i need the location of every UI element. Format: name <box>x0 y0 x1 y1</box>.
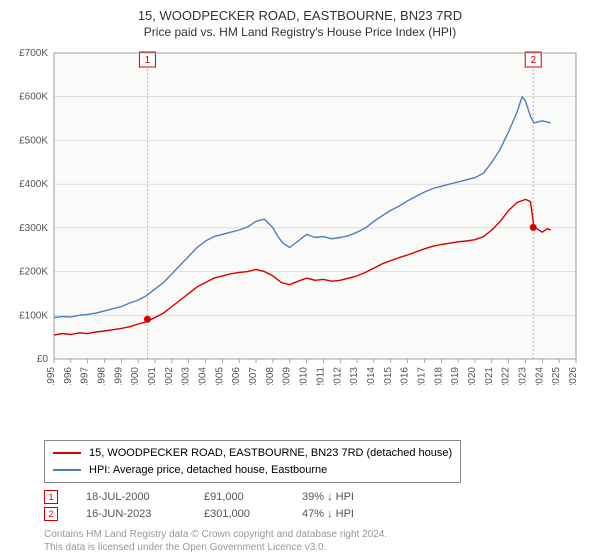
svg-text:2012: 2012 <box>332 366 343 384</box>
transaction-date: 18-JUL-2000 <box>86 491 176 503</box>
legend-label: 15, WOODPECKER ROAD, EASTBOURNE, BN23 7R… <box>89 445 452 462</box>
svg-text:2008: 2008 <box>265 366 276 384</box>
svg-text:1997: 1997 <box>80 366 91 384</box>
svg-text:1995: 1995 <box>46 366 57 384</box>
svg-text:£100K: £100K <box>19 310 48 321</box>
svg-text:2017: 2017 <box>416 366 427 384</box>
svg-text:2019: 2019 <box>450 366 461 384</box>
svg-text:2015: 2015 <box>383 366 394 384</box>
svg-text:2000: 2000 <box>130 366 141 384</box>
svg-text:1996: 1996 <box>63 366 74 384</box>
transaction-date: 16-JUN-2023 <box>86 508 176 520</box>
svg-text:£0: £0 <box>37 354 49 365</box>
transaction-table: 1 18-JUL-2000 £91,000 39% ↓ HPI 2 16-JUN-2023… <box>44 487 590 524</box>
svg-text:2020: 2020 <box>467 366 478 384</box>
svg-text:2018: 2018 <box>433 366 444 384</box>
svg-text:2023: 2023 <box>517 366 528 384</box>
chart-subtitle: Price paid vs. HM Land Registry's House … <box>10 25 590 39</box>
svg-text:£400K: £400K <box>19 179 48 190</box>
chart-plot-area: £0 £100K £200K £300K £400K £500K £600K £700K 199… <box>10 45 590 434</box>
svg-text:2016: 2016 <box>400 366 411 384</box>
svg-text:2: 2 <box>530 55 536 66</box>
svg-text:2014: 2014 <box>366 366 377 384</box>
svg-text:2009: 2009 <box>282 366 293 384</box>
svg-text:£300K: £300K <box>19 223 48 234</box>
svg-text:2024: 2024 <box>534 366 545 384</box>
legend-box: 15, WOODPECKER ROAD, EASTBOURNE, BN23 7R… <box>44 440 461 483</box>
transaction-row: 2 16-JUN-2023 £301,000 47% ↓ HPI <box>44 507 590 521</box>
legend-swatch <box>53 469 81 471</box>
svg-text:2011: 2011 <box>315 366 326 384</box>
svg-text:1999: 1999 <box>113 366 124 384</box>
svg-text:2013: 2013 <box>349 366 360 384</box>
chart-svg: £0 £100K £200K £300K £400K £500K £600K £700K 199… <box>10 45 590 385</box>
svg-text:£500K: £500K <box>19 135 48 146</box>
footer-line-2: This data is licensed under the Open Gov… <box>44 541 590 554</box>
chart-title: 15, WOODPECKER ROAD, EASTBOURNE, BN23 7R… <box>10 8 590 25</box>
transaction-row: 1 18-JUL-2000 £91,000 39% ↓ HPI <box>44 490 590 504</box>
legend-item: 15, WOODPECKER ROAD, EASTBOURNE, BN23 7R… <box>53 445 452 462</box>
svg-text:2026: 2026 <box>568 366 579 384</box>
svg-text:2022: 2022 <box>501 366 512 384</box>
transaction-price: £301,000 <box>204 508 274 520</box>
svg-text:2010: 2010 <box>299 366 310 384</box>
svg-text:2003: 2003 <box>181 366 192 384</box>
legend-swatch <box>53 452 81 454</box>
legend-label: HPI: Average price, detached house, East… <box>89 462 327 479</box>
transaction-marker: 1 <box>44 490 58 504</box>
footer-line-1: Contains HM Land Registry data © Crown c… <box>44 528 590 541</box>
chart-container: 15, WOODPECKER ROAD, EASTBOURNE, BN23 7R… <box>0 0 600 560</box>
transaction-marker: 2 <box>44 507 58 521</box>
svg-text:£600K: £600K <box>19 92 48 103</box>
svg-text:£200K: £200K <box>19 266 48 277</box>
svg-text:1: 1 <box>145 55 151 66</box>
svg-text:2006: 2006 <box>231 366 242 384</box>
svg-text:2001: 2001 <box>147 366 158 384</box>
svg-text:2021: 2021 <box>484 366 495 384</box>
svg-text:2005: 2005 <box>214 366 225 384</box>
svg-text:2007: 2007 <box>248 366 259 384</box>
svg-text:2002: 2002 <box>164 366 175 384</box>
svg-text:1998: 1998 <box>97 366 108 384</box>
transaction-price: £91,000 <box>204 491 274 503</box>
footer-attribution: Contains HM Land Registry data © Crown c… <box>44 528 590 554</box>
legend-item: HPI: Average price, detached house, East… <box>53 462 452 479</box>
transaction-pct: 47% ↓ HPI <box>302 508 354 520</box>
svg-text:£700K: £700K <box>19 48 48 59</box>
transaction-pct: 39% ↓ HPI <box>302 491 354 503</box>
svg-text:2004: 2004 <box>198 366 209 384</box>
svg-text:2025: 2025 <box>551 366 562 384</box>
